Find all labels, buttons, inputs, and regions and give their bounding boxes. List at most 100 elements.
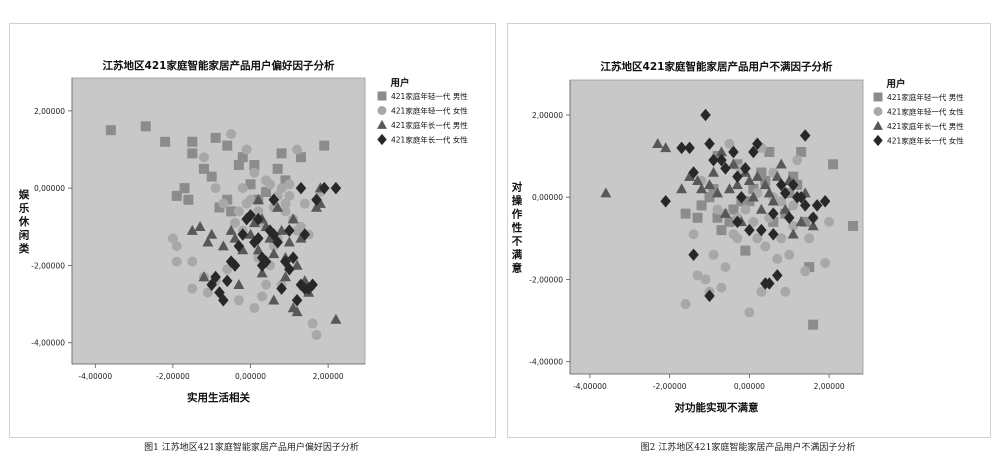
data-point	[751, 170, 763, 181]
data-point	[704, 192, 715, 203]
legend-label: 421家庭年轻一代 女性	[391, 106, 468, 116]
data-point	[284, 263, 295, 276]
figure-caption-1: 图1 江苏地区421家庭智能家居产品用户偏好因子分析	[144, 443, 359, 453]
legend-label: 421家庭年长一代 女性	[887, 136, 964, 146]
data-point	[198, 152, 209, 163]
data-point	[256, 267, 268, 278]
data-point	[202, 236, 214, 247]
y-tick-label: 0,00000	[34, 184, 65, 193]
data-point	[292, 225, 303, 236]
data-point	[768, 227, 779, 241]
data-point	[229, 259, 241, 272]
data-point	[848, 220, 859, 231]
data-point	[716, 153, 727, 167]
legend-marker	[377, 133, 387, 146]
data-point	[295, 181, 307, 195]
data-point	[684, 141, 695, 155]
data-point	[804, 233, 815, 244]
data-point	[800, 266, 811, 277]
data-point	[704, 289, 715, 303]
data-point	[744, 307, 755, 318]
data-point	[214, 202, 225, 213]
data-point	[780, 286, 791, 297]
legend-marker	[377, 106, 387, 115]
data-point	[796, 146, 807, 157]
data-point	[660, 142, 672, 153]
data-point	[775, 158, 787, 169]
data-point	[824, 216, 835, 227]
data-point	[264, 232, 276, 243]
data-point	[764, 146, 775, 157]
data-point	[680, 208, 691, 219]
data-point	[720, 162, 731, 175]
data-point	[800, 216, 811, 227]
data-point	[210, 132, 221, 143]
data-point	[676, 183, 688, 194]
data-point	[799, 129, 811, 142]
data-point	[740, 245, 751, 256]
data-point	[772, 253, 783, 264]
data-point	[704, 179, 716, 190]
data-point	[763, 187, 775, 198]
data-point	[252, 244, 264, 255]
x-tick-label: 2,00000	[313, 372, 344, 381]
data-point	[692, 212, 703, 223]
data-point	[776, 233, 787, 244]
legend-marker	[873, 107, 883, 116]
data-point	[780, 186, 791, 200]
y-tick-label: -2,00000	[31, 261, 65, 270]
data-point	[233, 206, 244, 217]
data-point	[820, 257, 831, 268]
data-point	[771, 170, 783, 181]
data-point	[167, 233, 178, 244]
data-point	[202, 287, 213, 298]
data-point	[696, 200, 707, 211]
data-point	[808, 319, 819, 330]
data-point	[292, 144, 303, 155]
y-tick-label: -2,00000	[529, 275, 563, 284]
data-point	[784, 249, 795, 260]
data-point	[787, 228, 799, 239]
data-point	[728, 204, 739, 215]
data-point	[105, 125, 116, 136]
legend-label: 421家庭年轻一代 男性	[391, 91, 468, 101]
data-point	[792, 155, 803, 166]
data-point	[253, 206, 264, 217]
data-point	[198, 163, 209, 174]
data-point	[217, 240, 229, 251]
data-point	[299, 228, 311, 241]
data-point	[249, 167, 260, 178]
x-tick-label: -4,00000	[573, 382, 607, 391]
data-point	[233, 295, 244, 306]
data-point	[291, 306, 303, 317]
data-point	[284, 179, 295, 190]
data-point	[700, 274, 711, 285]
data-point	[276, 148, 287, 159]
data-point	[776, 178, 787, 192]
data-point	[756, 167, 767, 178]
data-point	[276, 183, 287, 194]
data-point	[171, 256, 182, 267]
figure-panel-1: 江苏地区421家庭智能家居产品用户偏好因子分析 -4,00000 -2,00000 0…	[9, 23, 496, 438]
data-point	[740, 204, 751, 215]
figure-caption-2: 图2 江苏地区421家庭智能家居产品用户不满因子分析	[640, 443, 856, 453]
data-point	[187, 256, 198, 267]
data-point	[728, 145, 739, 159]
data-point	[732, 215, 743, 229]
data-point	[795, 190, 807, 204]
data-point	[600, 187, 612, 198]
data-point	[768, 207, 779, 220]
data-point	[700, 108, 711, 122]
data-point	[237, 183, 248, 194]
data-point	[764, 277, 775, 290]
data-point	[229, 217, 240, 228]
legend-marker	[377, 91, 387, 101]
data-point	[727, 158, 739, 169]
data-point	[225, 224, 237, 235]
data-point	[264, 179, 275, 190]
data-point	[799, 199, 811, 212]
legend-label: 421家庭年长一代 男性	[391, 120, 468, 130]
data-point	[261, 187, 272, 198]
plot-area	[71, 77, 366, 365]
data-point	[284, 224, 295, 237]
